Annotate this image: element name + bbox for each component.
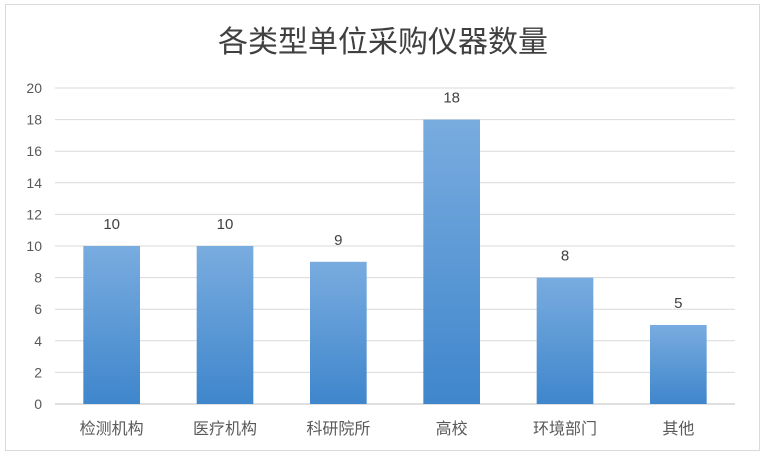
y-axis: 0 2 4 6 8 10 12 14 16 18 20 (26, 80, 42, 412)
data-labels: 10 10 9 18 8 5 (103, 90, 682, 312)
y-tick-label: 18 (26, 112, 42, 128)
bar (196, 246, 254, 404)
x-tick-label: 医疗机构 (193, 419, 257, 438)
bar (423, 119, 480, 404)
bar (536, 277, 594, 404)
gridlines (55, 87, 735, 405)
y-tick-label: 16 (26, 143, 42, 159)
y-tick-label: 12 (26, 206, 42, 222)
y-tick-label: 2 (34, 364, 42, 380)
x-tick-label: 高校 (436, 419, 468, 438)
data-label: 5 (674, 295, 682, 312)
data-label: 9 (334, 232, 342, 249)
bars (83, 119, 707, 404)
bar (83, 246, 140, 404)
bar (650, 325, 707, 404)
x-tick-label: 其他 (662, 419, 694, 438)
data-label: 10 (217, 216, 234, 233)
y-tick-label: 4 (34, 333, 42, 349)
data-label: 8 (561, 248, 569, 265)
x-axis: 检测机构 医疗机构 科研院所 高校 环境部门 其他 (80, 419, 695, 438)
bar (310, 261, 367, 404)
y-tick-label: 6 (34, 301, 42, 317)
x-tick-label: 检测机构 (80, 419, 144, 438)
y-tick-label: 0 (34, 396, 42, 412)
y-tick-label: 10 (26, 238, 42, 254)
y-tick-label: 8 (34, 270, 42, 286)
y-tick-label: 14 (26, 175, 42, 191)
data-label: 10 (103, 216, 120, 233)
y-tick-label: 20 (26, 80, 42, 96)
chart-title: 各类型单位采购仪器数量 (218, 25, 548, 60)
x-tick-label: 科研院所 (306, 419, 370, 438)
x-tick-label: 环境部门 (533, 419, 597, 438)
data-label: 18 (443, 90, 460, 107)
